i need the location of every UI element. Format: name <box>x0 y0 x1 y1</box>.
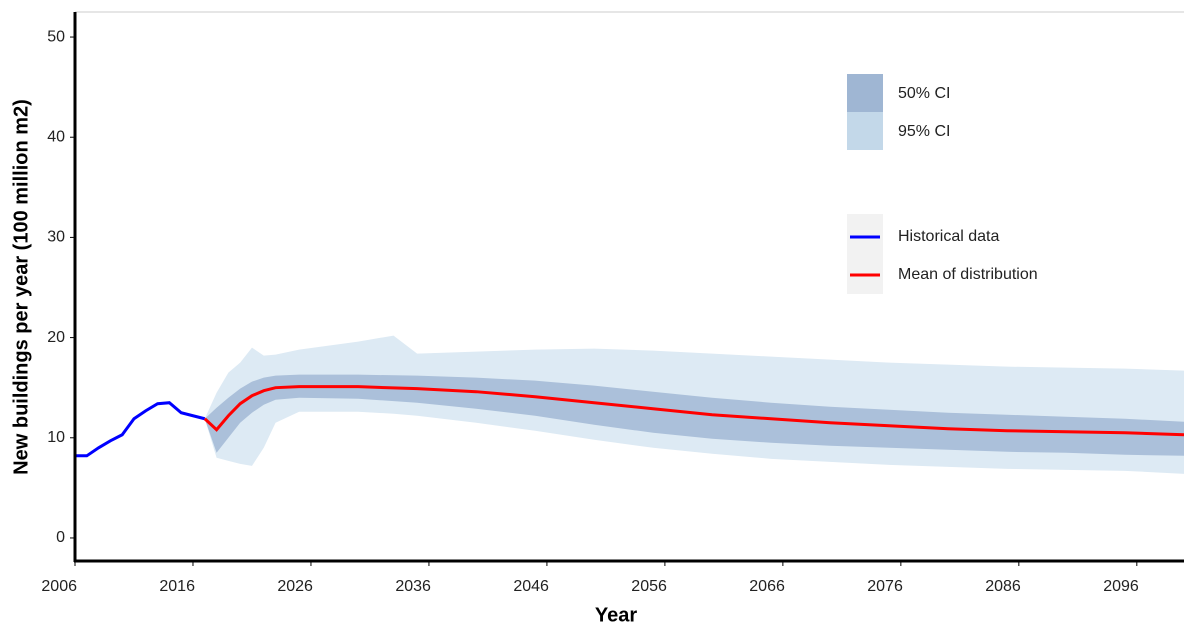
y-tick-label: 50 <box>47 28 65 45</box>
bands <box>204 335 1184 474</box>
legend-label: 95% CI <box>898 123 950 140</box>
y-tick-label: 0 <box>56 529 65 546</box>
legend-label: Mean of distribution <box>898 266 1038 283</box>
y-tick-label: 40 <box>47 128 65 145</box>
ci-band <box>204 374 1184 456</box>
legend: 50% CI 95% CI Historical data Mean of distr… <box>847 74 1038 294</box>
legend-label: Historical data <box>898 228 999 245</box>
series-line <box>75 401 206 458</box>
legend-key-bg <box>847 214 883 294</box>
legend-label: 50% CI <box>898 85 950 102</box>
x-tick-label: 2026 <box>277 578 313 595</box>
y-tick-label: 30 <box>47 229 65 246</box>
y-tick-label: 20 <box>47 329 65 346</box>
x-axis-title: Year <box>595 604 637 626</box>
x-tick-label: 2096 <box>1103 578 1139 595</box>
x-tick-label: 2066 <box>749 578 785 595</box>
legend-swatch <box>847 112 883 150</box>
x-tick-label: 2086 <box>985 578 1021 595</box>
x-tick-label: 2046 <box>513 578 549 595</box>
y-axis-title: New buildings per year (100 million m2) <box>10 99 32 475</box>
x-tick-label: 2016 <box>159 578 195 595</box>
x-tick-label: 2056 <box>631 578 667 595</box>
x-tick-label: 2076 <box>867 578 903 595</box>
lines <box>75 385 1184 458</box>
x-tick-label: 2006 <box>41 578 77 595</box>
x-tick-label: 2036 <box>395 578 431 595</box>
y-tick-label: 10 <box>47 429 65 446</box>
legend-swatch <box>847 74 883 112</box>
series-line <box>203 385 1184 437</box>
